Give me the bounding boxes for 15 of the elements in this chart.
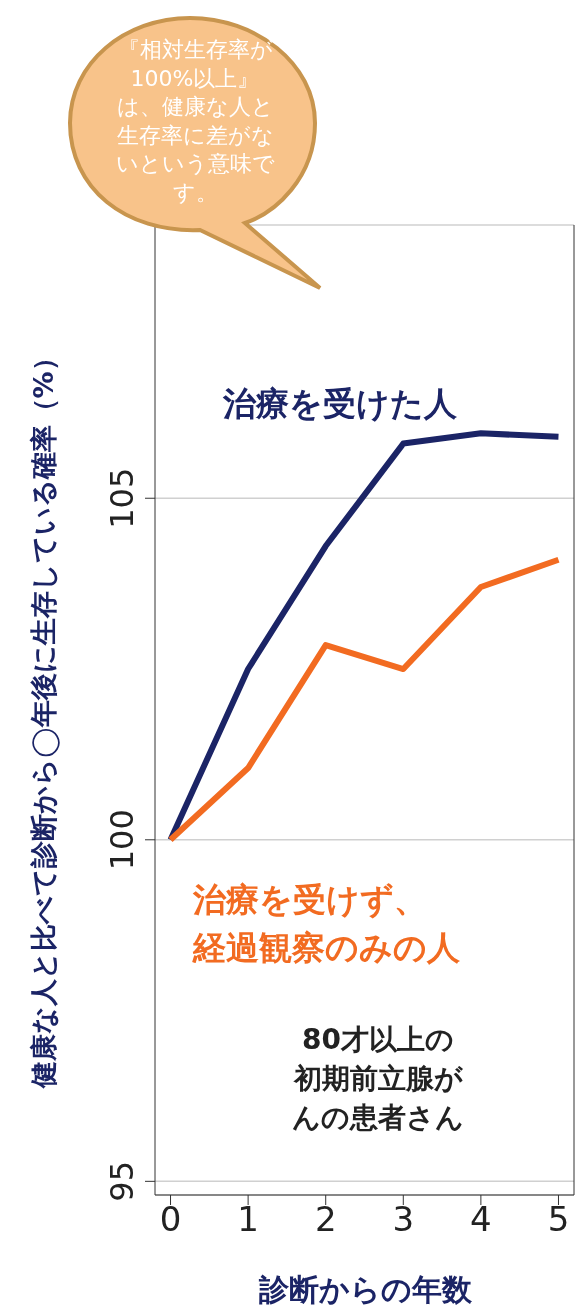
series-label: 治療を受けず、経過観察のみの人 bbox=[193, 879, 460, 969]
x-tick-label: 4 bbox=[470, 1199, 492, 1240]
y-tick-label: 105 bbox=[103, 467, 141, 529]
y-tick-label: 100 bbox=[103, 809, 141, 871]
x-tick-label: 5 bbox=[547, 1199, 570, 1240]
x-tick-label: 0 bbox=[159, 1199, 182, 1240]
x-axis-title: 診断からの年数 bbox=[257, 1271, 473, 1309]
x-tick-label: 1 bbox=[237, 1199, 259, 1240]
y-axis-title: 健康な人と比べて診断から◯年後に生存している確率（%） bbox=[27, 343, 61, 1091]
x-tick-label: 2 bbox=[314, 1199, 337, 1240]
x-tick-label: 3 bbox=[392, 1199, 415, 1240]
text: 『相対生存率が100%以上』は、健康な人と生存率に差がないという意味です。 bbox=[114, 36, 276, 207]
annotation: 80才以上の初期前立腺がんの患者さん bbox=[291, 1022, 465, 1137]
series-label: 治療を受けた人 bbox=[223, 383, 458, 425]
y-tick-label: 95 bbox=[103, 1160, 141, 1202]
